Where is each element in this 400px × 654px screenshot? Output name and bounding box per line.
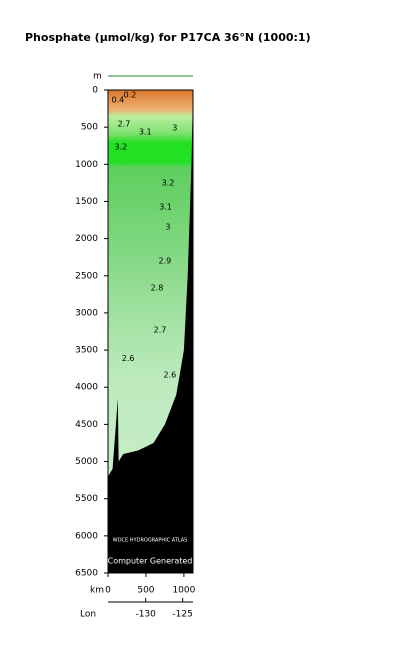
y-tick-label: 2000 xyxy=(75,234,98,244)
contour-label: 0.4 xyxy=(111,96,124,105)
x-tick-label: 500 xyxy=(137,586,154,596)
y-tick-label: 4500 xyxy=(75,420,98,430)
contour-label: 3.2 xyxy=(162,178,175,187)
contour-label: 2.7 xyxy=(154,326,167,335)
y-tick-label: 0 xyxy=(92,86,98,96)
y-tick-label: 5500 xyxy=(75,494,98,504)
top-axis-label: m xyxy=(93,72,102,82)
y-tick-label: 6000 xyxy=(75,531,98,541)
contour-label: 2.9 xyxy=(159,256,172,265)
lon-tick-label: -125 xyxy=(172,610,192,620)
lon-tick-label: -130 xyxy=(135,610,156,620)
atlas-label: WOCE HYDROGRAPHIC ATLAS xyxy=(113,538,188,544)
y-tick-label: 5000 xyxy=(75,457,98,467)
contour-label: 2.7 xyxy=(118,120,131,129)
y-tick-label: 4000 xyxy=(75,383,98,393)
y-tick-label: 1500 xyxy=(75,197,98,207)
footer: Computer Generated xyxy=(108,557,193,566)
x-tick-label: 0 xyxy=(105,586,111,596)
y-tick-label: 2500 xyxy=(75,271,98,281)
chart-title: Phosphate (μmol/kg) for P17CA 36°N (1000… xyxy=(25,31,311,44)
x-axis-label: km xyxy=(90,586,104,596)
seafloor xyxy=(108,90,193,573)
contour-label: 2.6 xyxy=(163,370,176,379)
y-tick-label: 6500 xyxy=(75,569,98,579)
contour-label: 0.2 xyxy=(124,91,137,100)
y-tick-label: 3000 xyxy=(75,308,98,318)
contour-label: 3.1 xyxy=(159,203,172,212)
contour-label: 3 xyxy=(172,123,177,132)
contour-label: 2.6 xyxy=(122,354,135,363)
y-tick-label: 1000 xyxy=(75,160,98,170)
contour-label: 3.2 xyxy=(115,143,128,152)
contour-label: 3.1 xyxy=(139,127,152,136)
y-tick-label: 500 xyxy=(81,123,98,133)
x-tick-label: 1000 xyxy=(172,586,195,596)
lon-axis-label: Lon xyxy=(80,610,96,620)
y-tick-label: 3500 xyxy=(75,346,98,356)
contour-label: 2.8 xyxy=(151,284,164,293)
contour-label: 3 xyxy=(165,223,170,232)
